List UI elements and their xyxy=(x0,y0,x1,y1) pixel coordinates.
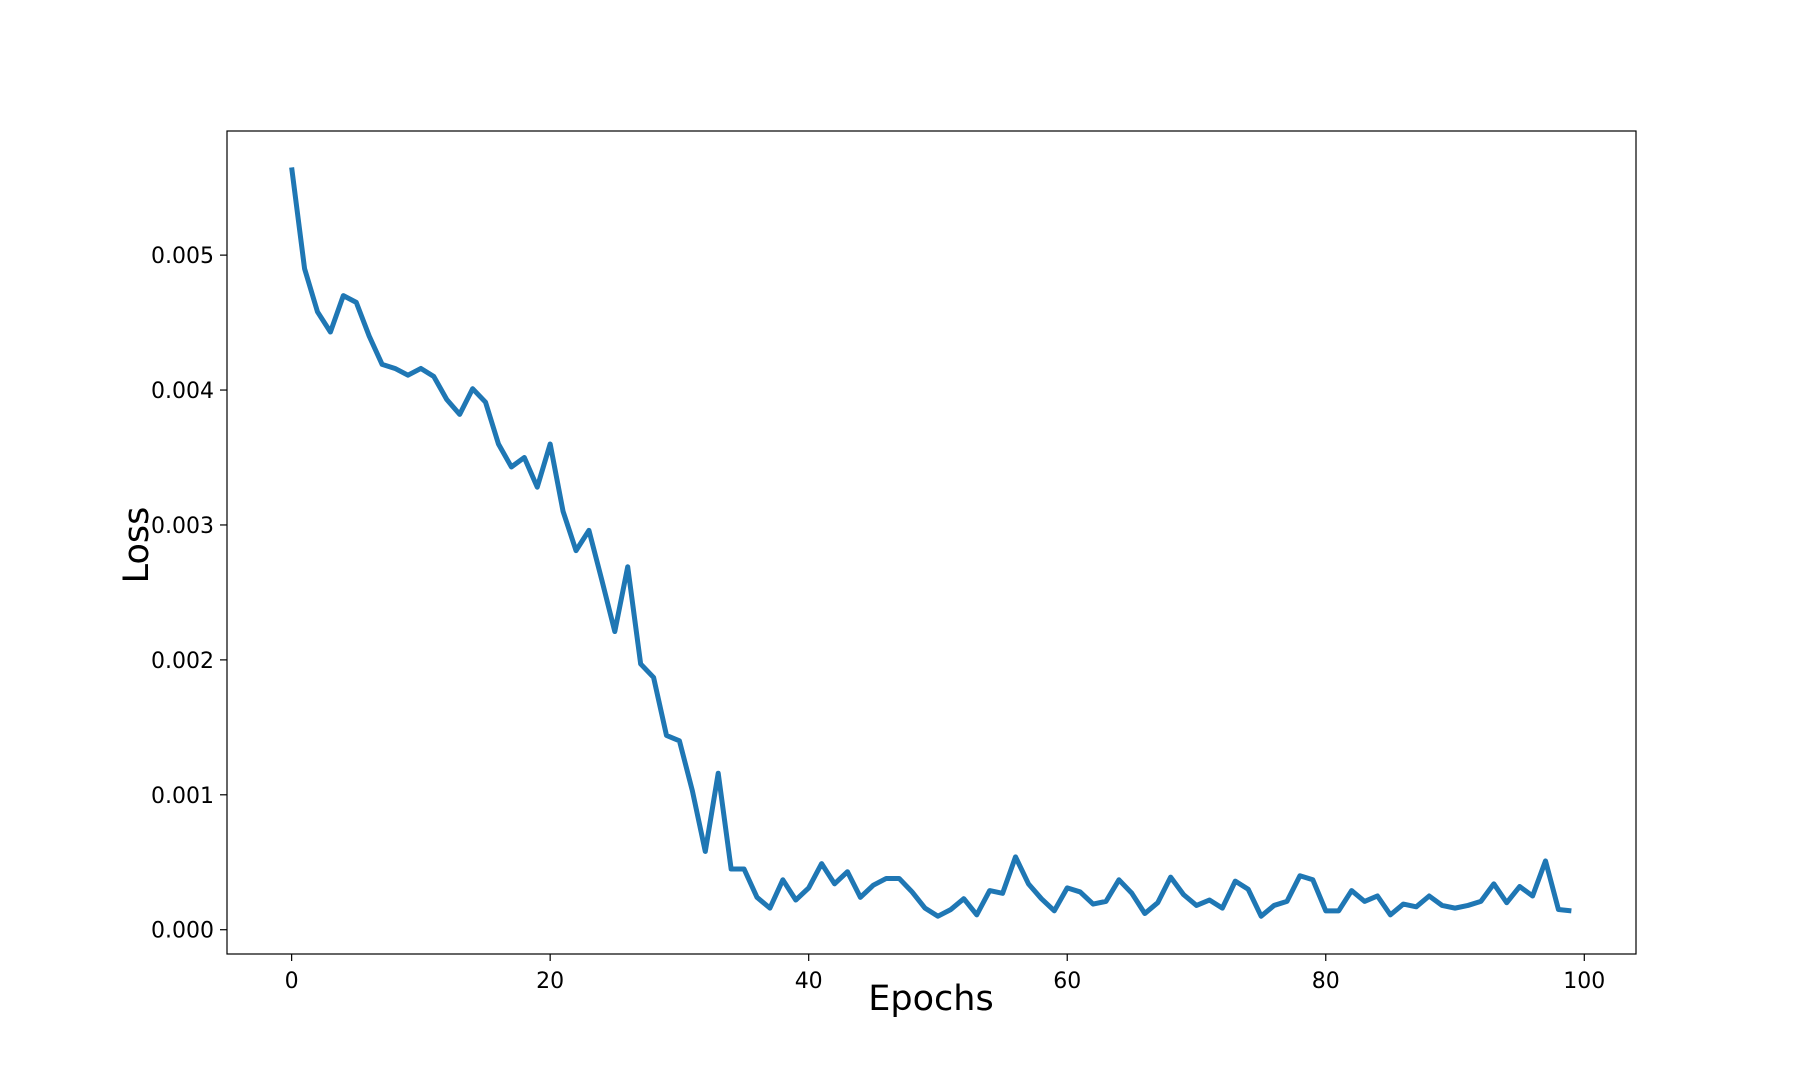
y-tick-label: 0.003 xyxy=(151,514,214,539)
y-tick-label: 0.005 xyxy=(151,244,214,269)
y-tick-label: 0.004 xyxy=(151,379,214,404)
x-tick-label: 100 xyxy=(1563,969,1605,994)
y-tick-label: 0.002 xyxy=(151,649,214,674)
y-axis-label: Loss xyxy=(117,507,157,584)
y-tick-label: 0.000 xyxy=(151,919,214,944)
x-tick-label: 80 xyxy=(1312,969,1340,994)
y-tick-label: 0.001 xyxy=(151,784,214,809)
loss-series-line xyxy=(289,167,1572,919)
x-tick-label: 40 xyxy=(795,969,823,994)
x-tick-label: 0 xyxy=(285,969,299,994)
x-axis-ticks: 0 20 40 60 80 100 xyxy=(285,954,1605,994)
x-axis-label: Epochs xyxy=(868,979,993,1019)
x-tick-label: 20 xyxy=(536,969,564,994)
x-tick-label: 60 xyxy=(1053,969,1081,994)
plot-area-frame xyxy=(226,130,1637,955)
y-axis-ticks: 0.000 0.001 0.002 0.003 0.004 0.005 xyxy=(151,244,227,944)
